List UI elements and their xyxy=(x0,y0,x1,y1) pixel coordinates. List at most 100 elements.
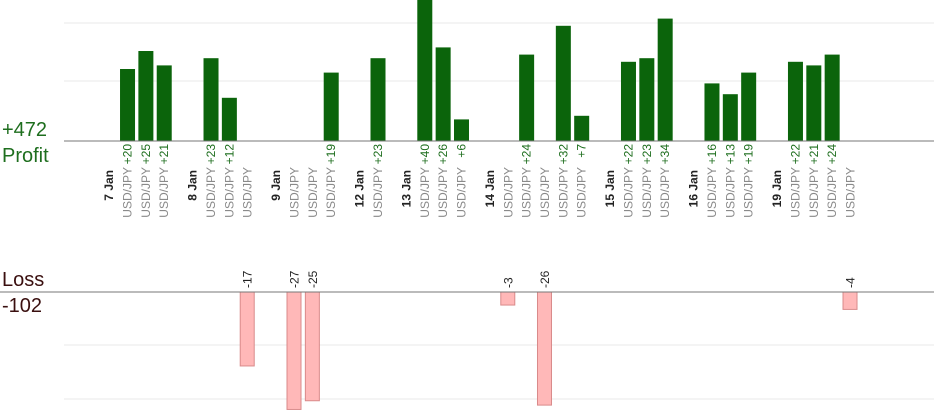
profit-bar xyxy=(722,94,738,141)
pair-label: USD/JPY xyxy=(825,167,839,218)
profit-value-label: +24 xyxy=(825,144,839,165)
date-label: 9 Jan xyxy=(269,170,283,201)
date-label: 13 Jan xyxy=(399,170,413,207)
profit-bar xyxy=(138,51,154,141)
profit-bar xyxy=(555,25,571,141)
profit-value-label: +19 xyxy=(742,144,756,165)
profit-value-label: +22 xyxy=(788,144,802,165)
date-label: 15 Jan xyxy=(603,170,617,207)
loss-value-label: -27 xyxy=(288,270,302,288)
date-label: 14 Jan xyxy=(483,170,497,207)
profit-bar xyxy=(806,65,822,141)
profit-bar xyxy=(370,58,386,142)
date-label: 7 Jan xyxy=(102,170,116,201)
pair-label: USD/JPY xyxy=(121,167,135,218)
profit-bar xyxy=(519,54,535,141)
profit-value-label: +7 xyxy=(575,144,589,158)
profit-value-label: +13 xyxy=(723,144,737,165)
profit-value-label: +25 xyxy=(139,144,153,165)
pair-label: USD/JPY xyxy=(658,167,672,218)
profit-bar xyxy=(435,47,451,141)
profit-value-label: +23 xyxy=(371,144,385,165)
date-label: 12 Jan xyxy=(353,170,367,207)
loss-total: -102 xyxy=(2,295,43,317)
pair-label: USD/JPY xyxy=(288,167,302,218)
loss-bar xyxy=(500,291,516,306)
profit-bar xyxy=(620,61,636,141)
date-label: 8 Jan xyxy=(186,170,200,201)
profit-bar xyxy=(120,69,136,141)
loss-label: Loss xyxy=(2,269,45,291)
loss-bar xyxy=(536,291,552,406)
pair-label: USD/JPY xyxy=(723,167,737,218)
loss-bar xyxy=(842,291,858,310)
pair-label: USD/JPY xyxy=(844,167,858,218)
pair-label: USD/JPY xyxy=(640,167,654,218)
profit-value-label: +23 xyxy=(640,144,654,165)
loss-value-label: -26 xyxy=(538,270,552,288)
pair-label: USD/JPY xyxy=(157,167,171,218)
loss-value-label: -4 xyxy=(844,277,858,288)
pair-label: USD/JPY xyxy=(306,167,320,218)
profit-value-label: +26 xyxy=(436,144,450,165)
labels: 7 Jan USD/JPY +20 USD/JPY +25 USD/JPY +21 8 Jan… xyxy=(102,144,857,288)
loss-value-label: -25 xyxy=(306,270,320,288)
profit-label: Profit xyxy=(2,145,49,167)
profit-bar xyxy=(704,83,720,141)
profit-bar xyxy=(741,72,757,141)
pair-label: USD/JPY xyxy=(501,167,515,218)
profit-value-label: +23 xyxy=(204,144,218,165)
pair-label: USD/JPY xyxy=(436,167,450,218)
profit-value-label: +12 xyxy=(222,144,236,165)
pair-label: USD/JPY xyxy=(454,167,468,218)
profit-bar xyxy=(323,72,339,141)
pair-label: USD/JPY xyxy=(788,167,802,218)
date-label: 16 Jan xyxy=(687,170,701,207)
profit-value-label: +40 xyxy=(418,144,432,165)
profit-bar xyxy=(639,58,655,142)
profit-value-label: +34 xyxy=(658,144,672,165)
profit-bar xyxy=(574,115,590,141)
pair-label: USD/JPY xyxy=(621,167,635,218)
pair-label: USD/JPY xyxy=(222,167,236,218)
profit-value-label: +20 xyxy=(121,144,135,165)
loss-bar xyxy=(239,291,255,367)
pair-label: USD/JPY xyxy=(418,167,432,218)
loss-bar xyxy=(304,291,320,402)
pair-label: USD/JPY xyxy=(575,167,589,218)
profit-bar xyxy=(417,0,433,141)
profit-bar xyxy=(824,54,840,141)
pair-label: USD/JPY xyxy=(204,167,218,218)
pair-label: USD/JPY xyxy=(807,167,821,218)
loss-value-label: -17 xyxy=(241,270,255,288)
profit-bar xyxy=(453,119,469,141)
pair-label: USD/JPY xyxy=(324,167,338,218)
profit-value-label: +21 xyxy=(807,144,821,165)
grid-lines xyxy=(64,22,934,400)
pair-label: USD/JPY xyxy=(371,167,385,218)
profit-value-label: +24 xyxy=(520,144,534,165)
bars xyxy=(120,0,858,410)
pair-label: USD/JPY xyxy=(538,167,552,218)
profit-value-label: +19 xyxy=(324,144,338,165)
pair-label: USD/JPY xyxy=(705,167,719,218)
profit-value-label: +16 xyxy=(705,144,719,165)
pair-label: USD/JPY xyxy=(556,167,570,218)
profit-bar xyxy=(203,58,219,142)
profit-bar xyxy=(221,97,237,141)
loss-value-label: -3 xyxy=(501,277,515,288)
pair-label: USD/JPY xyxy=(241,167,255,218)
profit-value-label: +6 xyxy=(454,144,468,158)
profit-value-label: +32 xyxy=(556,144,570,165)
date-label: 19 Jan xyxy=(770,170,784,207)
profit-value-label: +22 xyxy=(621,144,635,165)
profit-bar xyxy=(787,61,803,141)
loss-bar xyxy=(286,291,302,410)
profit-bar xyxy=(657,18,673,142)
profit-value-label: +21 xyxy=(157,144,171,165)
profit-bar xyxy=(156,65,172,141)
pair-label: USD/JPY xyxy=(742,167,756,218)
profit-total: +472 xyxy=(2,119,48,141)
pair-label: USD/JPY xyxy=(520,167,534,218)
